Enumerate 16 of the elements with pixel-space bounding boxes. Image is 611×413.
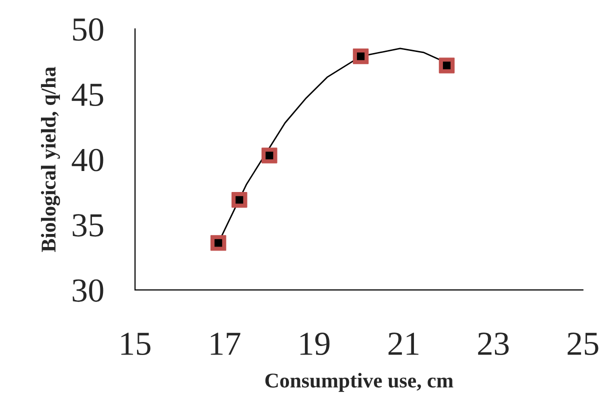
- x-tick-label: 23: [478, 332, 509, 356]
- point: [262, 148, 278, 164]
- y-tick-label: 30: [72, 279, 104, 302]
- x-tick-label: 15: [121, 332, 150, 356]
- y-tick-label: 35: [72, 214, 104, 237]
- y-axis-title: Biological yield, q/ha: [40, 66, 60, 252]
- y-tick-label: 45: [72, 84, 104, 106]
- x-tick-label: 17: [210, 332, 240, 355]
- x-tick-label: 25: [568, 332, 598, 356]
- y-tick-label: 40: [72, 148, 104, 172]
- x-axis-title: Consumptive use, cm: [265, 372, 454, 392]
- x-tick-label: 19: [300, 332, 330, 356]
- point: [232, 192, 248, 208]
- point: [438, 58, 455, 74]
- y-tick-label: 50: [73, 18, 104, 41]
- x-tick-label: 21: [388, 332, 418, 355]
